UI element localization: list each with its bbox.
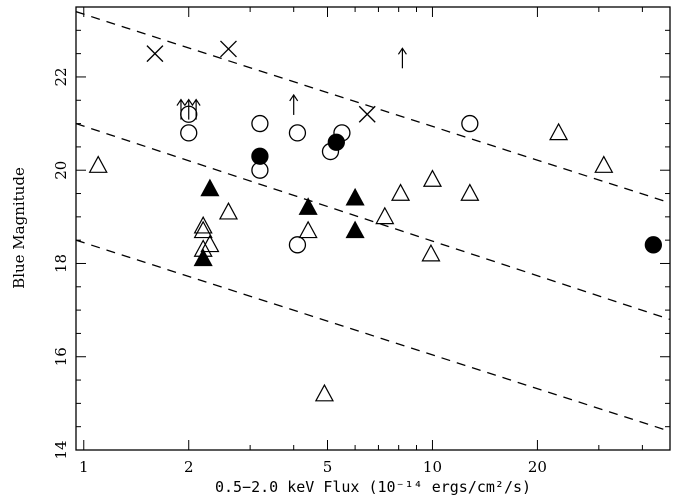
open-triangle-point <box>594 155 614 173</box>
open-triangle-point <box>193 220 213 239</box>
upper-limit-arrow <box>289 93 299 115</box>
x-tick-label: 1 <box>79 458 89 476</box>
filled-triangle-point <box>200 178 220 197</box>
reference-lines <box>76 11 670 432</box>
y-tick-label: 18 <box>52 254 70 273</box>
open-triangle-point <box>422 169 443 187</box>
open-triangle-point <box>193 215 213 234</box>
open-triangle-point <box>298 220 318 239</box>
upper-limit-arrow <box>191 98 201 120</box>
filled-triangle-point <box>298 197 318 215</box>
x-tick-label: 2 <box>184 458 194 476</box>
open-triangle-point <box>314 383 334 402</box>
open-circle-point <box>180 124 198 142</box>
y-tick-label: 16 <box>52 347 70 366</box>
filled-circle-point <box>327 133 345 151</box>
cross-point <box>358 105 376 123</box>
open-triangle-point <box>218 201 239 220</box>
filled-triangle-point <box>345 220 365 239</box>
x-axis-label: 0.5−2.0 keV Flux (10⁻¹⁴ ergs/cm²/s) <box>215 478 531 496</box>
open-triangle-point <box>460 183 480 201</box>
y-axis-label: Blue Magnitude <box>10 167 28 289</box>
filled-circle-point <box>644 236 662 254</box>
dashed-line <box>76 122 670 321</box>
open-circle-point <box>461 114 479 133</box>
cross-point <box>220 40 237 58</box>
filled-triangle-point <box>345 187 365 206</box>
x-tick-label: 10 <box>423 458 442 476</box>
cross-point <box>146 45 164 63</box>
upper-limit-arrow <box>184 98 194 120</box>
plot-frame <box>75 6 671 451</box>
dashed-line <box>76 239 670 432</box>
upper-limit-arrow <box>397 47 407 69</box>
open-triangle-point <box>375 206 395 225</box>
open-triangle-point <box>200 234 220 253</box>
open-circle-point <box>251 114 269 133</box>
y-tick-label: 22 <box>52 67 70 86</box>
axis-ticks: 1 2 5 10 20 14 16 18 20 22 <box>52 6 670 476</box>
open-triangle-point <box>88 155 108 173</box>
dashed-line <box>76 11 670 204</box>
data-points <box>88 40 662 402</box>
upper-limit-arrow <box>176 98 186 120</box>
open-triangle-point <box>390 183 411 201</box>
open-circle-point <box>288 236 307 254</box>
filled-circle-point <box>251 147 269 165</box>
x-tick-label: 20 <box>528 458 547 476</box>
y-tick-label: 20 <box>52 161 70 180</box>
y-tick-label: 14 <box>52 440 70 459</box>
x-tick-label: 5 <box>323 458 333 476</box>
open-circle-point <box>288 124 307 142</box>
open-triangle-point <box>549 122 569 141</box>
filled-triangle-point <box>193 248 213 267</box>
open-triangle-point <box>421 243 441 262</box>
